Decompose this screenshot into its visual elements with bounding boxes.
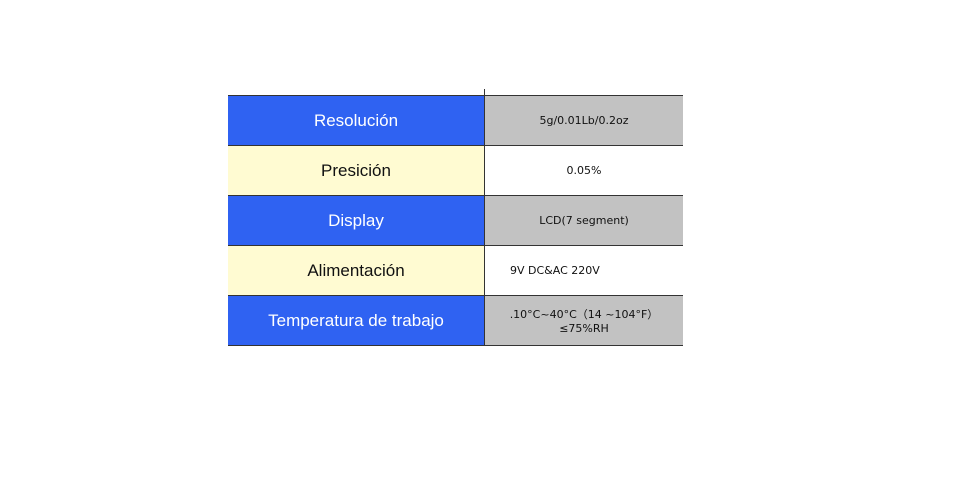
divider [484, 89, 485, 96]
spec-value-text: 9V DC&AC 220V [510, 264, 600, 277]
spec-value-text: LCD(7 segment) [539, 214, 629, 227]
spec-value-text: .10°C~40°C（14 ~104°F） [509, 308, 659, 321]
table-row: Alimentación 9V DC&AC 220V [228, 245, 683, 295]
spec-value: .10°C~40°C（14 ~104°F） ≤75%RH [485, 296, 683, 345]
spec-label: Alimentación [228, 246, 485, 295]
spec-table: Resolución 5g/0.01Lb/0.2oz Presición 0.0… [228, 95, 683, 346]
table-row: Presición 0.05% [228, 145, 683, 195]
spec-label: Temperatura de trabajo [228, 296, 485, 345]
spec-value-text: 5g/0.01Lb/0.2oz [539, 114, 629, 127]
spec-label: Presición [228, 146, 485, 195]
spec-value-text: 0.05% [566, 164, 602, 177]
spec-value: LCD(7 segment) [485, 196, 683, 245]
table-row: Display LCD(7 segment) [228, 195, 683, 245]
spec-value-text: ≤75%RH [559, 322, 609, 335]
spec-label: Display [228, 196, 485, 245]
spec-value: 9V DC&AC 220V [485, 246, 683, 295]
table-row: Resolución 5g/0.01Lb/0.2oz [228, 95, 683, 145]
spec-value: 5g/0.01Lb/0.2oz [485, 96, 683, 145]
spec-value: 0.05% [485, 146, 683, 195]
spec-label: Resolución [228, 96, 485, 145]
table-row: Temperatura de trabajo .10°C~40°C（14 ~10… [228, 295, 683, 345]
